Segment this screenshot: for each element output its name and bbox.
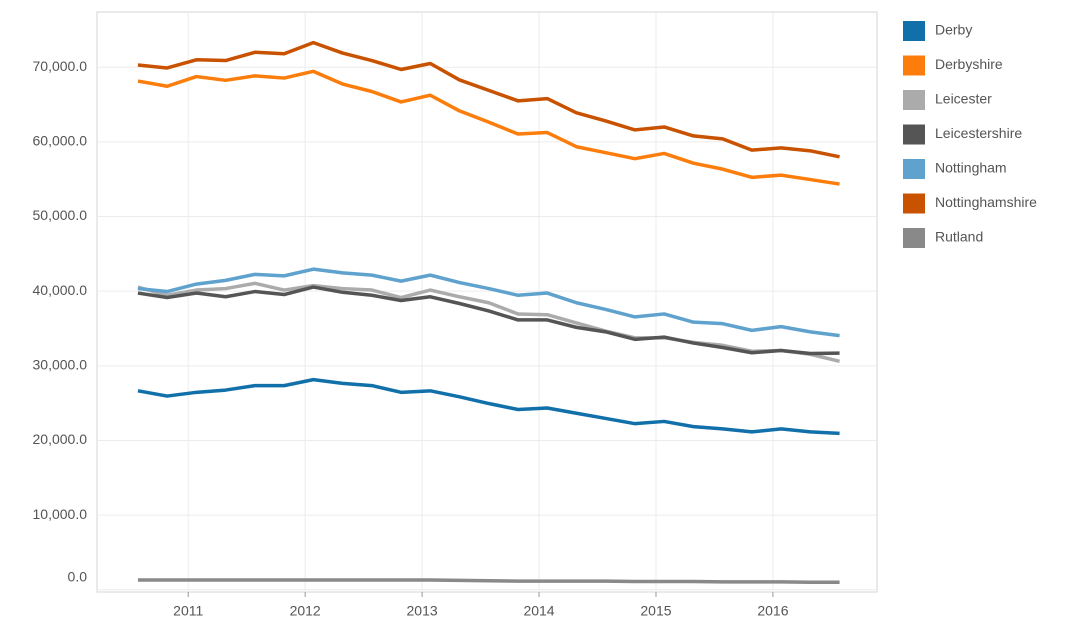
y-tick-label: 70,000.0 <box>33 58 88 74</box>
series-line <box>137 267 840 338</box>
legend-swatch <box>903 21 925 41</box>
legend-swatch <box>903 193 925 214</box>
x-tick-label: 2015 <box>640 603 671 619</box>
x-tick-label: 2013 <box>407 603 438 619</box>
legend-label: Nottinghamshire <box>935 194 1037 210</box>
legend-swatch <box>903 90 925 110</box>
legend-label: Derbyshire <box>935 56 1003 72</box>
x-tick-label: 2012 <box>290 603 321 619</box>
series-line <box>137 281 840 364</box>
legend-swatch <box>903 124 925 145</box>
y-tick-label: 10,000.0 <box>33 506 88 522</box>
legend-swatch <box>903 228 925 248</box>
y-tick-label: 0.0 <box>68 569 88 585</box>
legend-label: Leicester <box>935 91 992 107</box>
legend-swatch <box>903 159 925 179</box>
legend-swatch <box>903 55 925 76</box>
x-tick-label: 2011 <box>173 603 203 619</box>
y-tick-label: 30,000.0 <box>33 357 88 373</box>
y-tick-label: 50,000.0 <box>33 207 88 223</box>
series-line <box>137 377 840 436</box>
series-line <box>137 69 840 186</box>
series-line <box>137 578 840 585</box>
series-line <box>137 285 840 356</box>
legend-label: Derby <box>935 22 972 38</box>
x-tick-label: 2014 <box>523 603 554 619</box>
legend-label: Leicestershire <box>935 125 1022 141</box>
legend-label: Rutland <box>935 229 983 245</box>
y-tick-label: 60,000.0 <box>33 133 88 149</box>
legend-label: Nottingham <box>935 160 1007 176</box>
series-line <box>137 40 840 159</box>
x-tick-label: 2016 <box>757 603 788 619</box>
y-tick-label: 40,000.0 <box>33 282 88 298</box>
y-tick-label: 20,000.0 <box>33 431 88 447</box>
